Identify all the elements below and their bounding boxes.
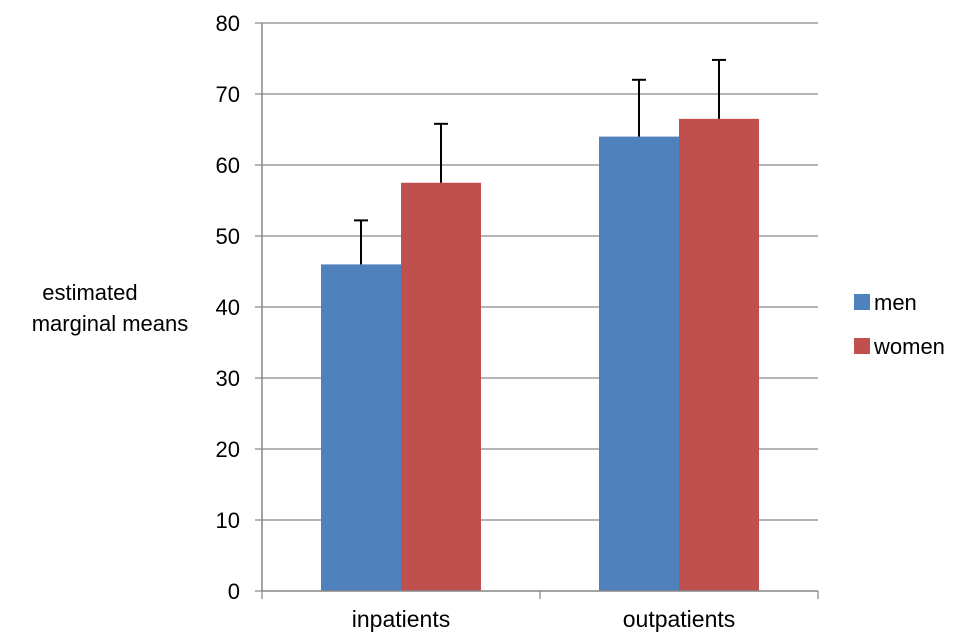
bar-women-outpatients bbox=[679, 118, 759, 591]
legend-label-men: men bbox=[874, 290, 917, 315]
y-tick-labels: 0 10 20 30 40 50 60 70 80 bbox=[216, 11, 240, 604]
bar-women-inpatients bbox=[401, 182, 481, 591]
legend: men women bbox=[854, 290, 945, 359]
x-tick-label: inpatients bbox=[352, 606, 450, 632]
error-bars bbox=[354, 58, 726, 265]
y-axis-label: estimated marginal means bbox=[32, 280, 189, 336]
x-tick-label: outpatients bbox=[623, 606, 736, 632]
bar-men-inpatients bbox=[321, 264, 401, 591]
bars bbox=[321, 118, 759, 591]
x-tick-labels: inpatients outpatients bbox=[352, 606, 736, 632]
y-axis-label-line-2: marginal means bbox=[32, 311, 189, 336]
legend-swatch-women bbox=[854, 338, 870, 354]
legend-label-women: women bbox=[873, 334, 945, 359]
y-tick-label: 60 bbox=[216, 153, 240, 178]
y-axis-label-line-1: estimated bbox=[42, 280, 137, 305]
y-tick-label: 70 bbox=[216, 82, 240, 107]
legend-swatch-men bbox=[854, 294, 870, 310]
bar-men-outpatients bbox=[599, 136, 679, 591]
axes bbox=[255, 22, 819, 599]
y-tick-label: 20 bbox=[216, 437, 240, 462]
y-tick-label: 80 bbox=[216, 11, 240, 36]
y-tick-label: 30 bbox=[216, 366, 240, 391]
y-tick-label: 50 bbox=[216, 224, 240, 249]
y-tick-label: 10 bbox=[216, 508, 240, 533]
y-tick-label: 40 bbox=[216, 295, 240, 320]
y-tick-label: 0 bbox=[228, 579, 240, 604]
